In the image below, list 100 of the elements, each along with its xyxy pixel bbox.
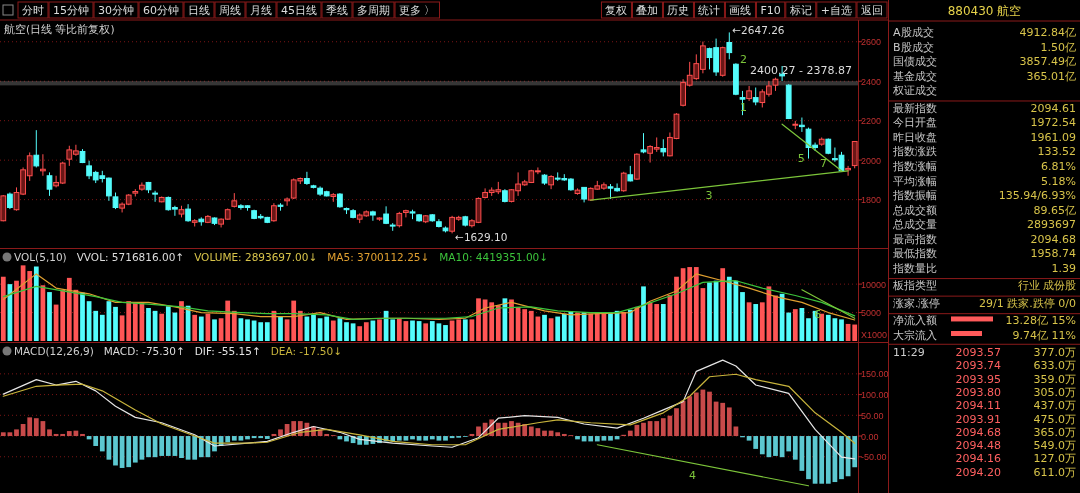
text: 季线	[326, 4, 348, 17]
text: 2094.48	[955, 439, 1001, 453]
text: 60分钟	[143, 4, 179, 17]
y-tick-label: 50.00	[861, 410, 884, 421]
y-tick-label: 10000	[861, 279, 887, 290]
category-label: 昨日收盘	[893, 130, 937, 144]
text: 6.81%	[1041, 159, 1076, 173]
category-label: 指数振幅	[892, 189, 937, 203]
text: 437.0万	[1033, 399, 1076, 413]
text: DEA: -17.50↓	[270, 345, 342, 357]
series-label: 4	[688, 469, 696, 483]
text: 89.65亿	[1033, 203, 1076, 217]
category-label: 平均涨幅	[893, 174, 937, 188]
text: 2094.16	[955, 452, 1001, 466]
text: 标记	[788, 4, 812, 17]
text: 画线	[729, 4, 752, 17]
text: 2094.61	[1030, 101, 1076, 115]
text: 历史	[667, 4, 690, 17]
text: 3857.49亿	[1019, 55, 1076, 69]
text: 633.0万	[1033, 359, 1076, 373]
chart-title: VOL(5,10)	[14, 251, 67, 263]
text: 2093.57	[955, 346, 1001, 359]
text: MA10: 4419351.00↓	[439, 251, 549, 263]
text: 377.0万	[1033, 346, 1076, 359]
annotation: 2	[740, 53, 747, 67]
category-label: B股成交	[893, 40, 934, 54]
y-tick-label: 0.00	[861, 431, 879, 442]
text: +自选	[820, 4, 852, 17]
text: 549.0万	[1033, 439, 1076, 453]
text: 11:29	[893, 346, 925, 359]
chart-title: MACD(12,26,9)	[14, 345, 94, 357]
text: 9.74亿 11%	[1012, 329, 1076, 342]
text: 365.01亿	[1026, 69, 1076, 83]
annotation: VOLUME: 2893697.00↓	[194, 251, 318, 263]
text: 29/1 跌家.跌停 0/0	[979, 296, 1076, 310]
text: 1972.54	[1030, 116, 1076, 130]
category-label: A股成交	[893, 26, 934, 39]
category-label: 指数涨跌	[892, 145, 937, 159]
category-label: 国债成交	[893, 55, 937, 69]
text: 365.0万	[1033, 425, 1076, 439]
text: 30分钟	[98, 4, 134, 17]
text: 2093.80	[955, 385, 1001, 399]
category-label: 大宗流入	[893, 329, 937, 342]
text: 叠加	[636, 4, 659, 17]
category-label: 最高指数	[893, 232, 937, 246]
category-label: 今日开盘	[893, 116, 937, 130]
y-axis-title: X1000	[861, 330, 888, 340]
category-label: 权证成交	[892, 84, 937, 98]
text: 1.50亿	[1040, 40, 1076, 54]
text: 2094.68	[955, 425, 1001, 439]
y-tick-label: 2000	[861, 155, 882, 166]
annotation: 7	[820, 157, 827, 171]
text: 4912.84亿	[1019, 26, 1076, 39]
y-tick-label: -50.00	[861, 452, 887, 463]
series-label: 5	[797, 151, 805, 165]
text: 统计	[698, 4, 721, 17]
text: 127.0万	[1033, 452, 1076, 466]
text: ←1629.10	[455, 231, 508, 244]
category-label: 指数涨幅	[892, 159, 937, 173]
y-tick-label: 5000	[861, 308, 882, 319]
text: 2893697	[1027, 218, 1076, 232]
series-label: 3	[705, 189, 713, 203]
text: 305.0万	[1033, 385, 1076, 399]
text: 分时	[22, 4, 44, 17]
y-tick-label: 2400	[861, 76, 882, 87]
text: 2093.74	[955, 359, 1001, 373]
text: 2093.95	[955, 372, 1001, 386]
text: 15分钟	[53, 4, 89, 17]
text: 更多 〉	[399, 4, 436, 17]
category-label: 总成交额	[892, 203, 937, 217]
text: 475.0万	[1033, 412, 1076, 426]
text: 返回	[861, 4, 883, 17]
text: 2094.11	[955, 399, 1001, 413]
y-tick-label: 2200	[861, 116, 882, 127]
text: ←2647.26	[732, 24, 785, 37]
text: 1958.74	[1030, 247, 1076, 261]
text: 45日线	[281, 4, 317, 17]
text: 133.52	[1037, 145, 1076, 159]
category-label: 总成交量	[892, 218, 937, 232]
y-tick-label: 2600	[861, 37, 882, 48]
category-label: 指数量比	[892, 261, 937, 275]
text: 复权	[605, 4, 628, 17]
text: MA5: 3700112.25↓	[327, 251, 430, 263]
text: 13.28亿 15%	[1005, 314, 1076, 328]
chart-title: 航空(日线 等比前复权)	[4, 23, 115, 35]
text: 日线	[188, 4, 210, 17]
annotation: 1	[740, 101, 747, 115]
text: 多周期	[357, 4, 390, 17]
annotation: VVOL: 5716816.00↑	[76, 251, 185, 263]
y-tick-label: 1800	[861, 195, 882, 206]
text: 1961.09	[1030, 130, 1076, 144]
text: 359.0万	[1033, 372, 1076, 386]
text: 611.0万	[1033, 465, 1076, 479]
text: F10	[760, 4, 781, 17]
text: 880430 航空	[947, 4, 1022, 18]
category-label: 净流入额	[893, 314, 937, 328]
category-label: 板指类型	[892, 279, 937, 293]
text: DIF: -55.15↑	[194, 345, 261, 357]
category-label: 涨家.涨停	[893, 296, 941, 310]
text: 行业 成份股	[1017, 279, 1076, 293]
